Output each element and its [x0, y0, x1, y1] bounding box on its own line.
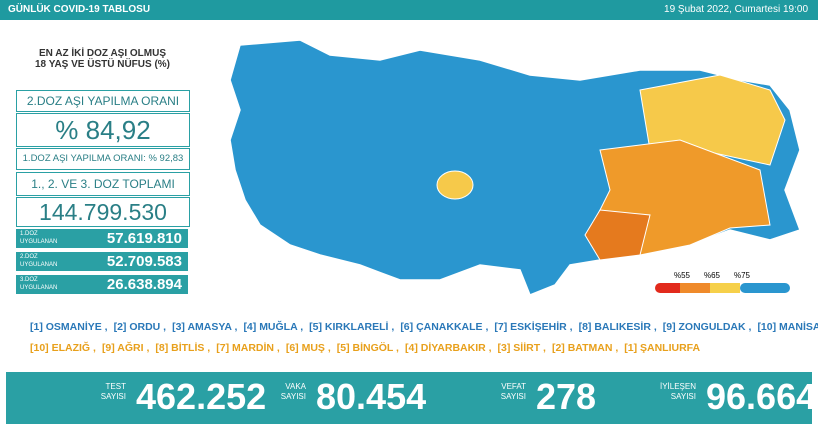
ranking-item: [10] MANİSA: [757, 321, 818, 333]
stat-value: 80.454: [316, 376, 427, 417]
ranking-item: [8] BALIKESİR ,: [578, 321, 657, 333]
legend-label: %65: [704, 271, 721, 280]
second-dose-rate: % 84,92: [16, 113, 190, 147]
ranking-item: [10] ELAZIĞ ,: [30, 342, 96, 354]
ranking-item: [6] ÇANAKKALE ,: [400, 321, 489, 333]
ranking-item: [4] DİYARBAKIR ,: [404, 342, 492, 354]
dose-label: 2.DOZ: [20, 254, 38, 260]
stat-label-line: TEST: [105, 382, 126, 391]
ranking-item: [3] AMASYA ,: [172, 321, 238, 333]
total: 144.799.530: [16, 197, 190, 227]
ranking-item: [2] BATMAN ,: [551, 342, 619, 354]
ranking-item: [6] MUŞ ,: [285, 342, 331, 354]
dose-label: UYGULANAN: [20, 262, 58, 268]
stat-label-line: İYİLEŞEN: [659, 382, 696, 391]
total-label: 1., 2. VE 3. DOZ TOPLAMI: [16, 172, 190, 196]
stat-label-line: VEFAT: [501, 382, 526, 391]
ranking-item: [7] MARDİN ,: [216, 342, 280, 354]
ranking-item: [4] MUĞLA ,: [243, 321, 304, 333]
stat-value: 462.252: [136, 376, 267, 417]
ranking-item: [9] AĞRI ,: [101, 342, 150, 354]
header: GÜNLÜK COVID-19 TABLOSU 19 Şubat 2022, C…: [0, 0, 818, 20]
dose-label: 1.DOZ: [20, 231, 38, 237]
legend-label: %75: [734, 271, 751, 280]
legend-label: %55: [674, 271, 691, 280]
region: [436, 170, 474, 200]
legend-swatch: [710, 283, 740, 293]
stat-label-line: SAYISI: [100, 392, 126, 401]
stat-label: VEFAT SAYISI: [476, 382, 526, 402]
region: [584, 209, 651, 261]
dose-value: 52.709.583: [106, 253, 182, 270]
ranking-item: [3] SİİRT ,: [497, 342, 546, 354]
stat-label: TEST SAYISI: [76, 382, 126, 402]
stat-label-line: SAYISI: [280, 392, 306, 401]
title: GÜNLÜK COVID-19 TABLOSU: [8, 4, 151, 15]
heading-line: 18 YAŞ VE ÜSTÜ NÜFUS (%): [34, 59, 171, 70]
ranking-item: [1] OSMANİYE ,: [30, 321, 108, 333]
first-dose-rate: 1.DOZ AŞI YAPILMA ORANI: % 92,83: [16, 148, 190, 170]
stats-bar: TEST SAYISI 462.252 VAKA SAYISI 80.454 VEFAT SA…: [6, 372, 816, 424]
ranking-item: [1] ŞANLIURFA: [624, 342, 701, 354]
ranking-item: [9] ZONGULDAK ,: [662, 321, 752, 333]
stat-label-line: SAYISI: [500, 392, 526, 401]
dose-value: 57.619.810: [106, 230, 182, 247]
best-ranking: [1] OSMANİYE , [2] ORDU , [3] AMASYA , [4] …: [30, 321, 818, 333]
stat-value: 96.664: [706, 376, 817, 417]
stat-label: İYİLEŞEN SAYISI: [646, 382, 696, 402]
ranking-item: [5] KIRKLARELİ ,: [309, 321, 395, 333]
legend-swatch: [680, 283, 710, 293]
stat-label-line: VAKA: [285, 382, 306, 391]
worst-ranking: [10] ELAZIĞ , [9] AĞRI , [8] BİTLİS , [7] M…: [30, 342, 706, 354]
second-dose-label: 2.DOZ AŞI YAPILMA ORANI: [16, 90, 190, 112]
ranking-item: [2] ORDU ,: [113, 321, 167, 333]
dose-value: 26.638.894: [106, 276, 182, 293]
dose-row: 3.DOZ UYGULANAN 26.638.894: [16, 275, 188, 294]
stat-value: 278: [536, 376, 597, 417]
date: 19 Şubat 2022, Cumartesi 19:00: [664, 4, 808, 15]
ranking-item: [8] BİTLİS ,: [155, 342, 211, 354]
dose-row: 1.DOZ UYGULANAN 57.619.810: [16, 229, 188, 248]
ranking-item: [5] BİNGÖL ,: [336, 342, 399, 354]
dose-row: 2.DOZ UYGULANAN 52.709.583: [16, 252, 188, 271]
stat-label: VAKA SAYISI: [256, 382, 306, 402]
vaccine-heading: EN AZ İKİ DOZ AŞI OLMUŞ 18 YAŞ VE ÜSTÜ N…: [10, 48, 195, 70]
heading-line: EN AZ İKİ DOZ AŞI OLMUŞ: [38, 48, 167, 59]
dose-label: UYGULANAN: [20, 285, 58, 291]
map: %55 %65 %75: [229, 39, 801, 296]
stat-label-line: SAYISI: [670, 392, 696, 401]
legend-swatch: [740, 283, 790, 293]
legend-swatch: [655, 283, 685, 293]
dose-label: 3.DOZ: [20, 277, 38, 283]
ranking-item: [7] ESKİŞEHİR ,: [494, 321, 573, 333]
dose-label: UYGULANAN: [20, 239, 58, 245]
